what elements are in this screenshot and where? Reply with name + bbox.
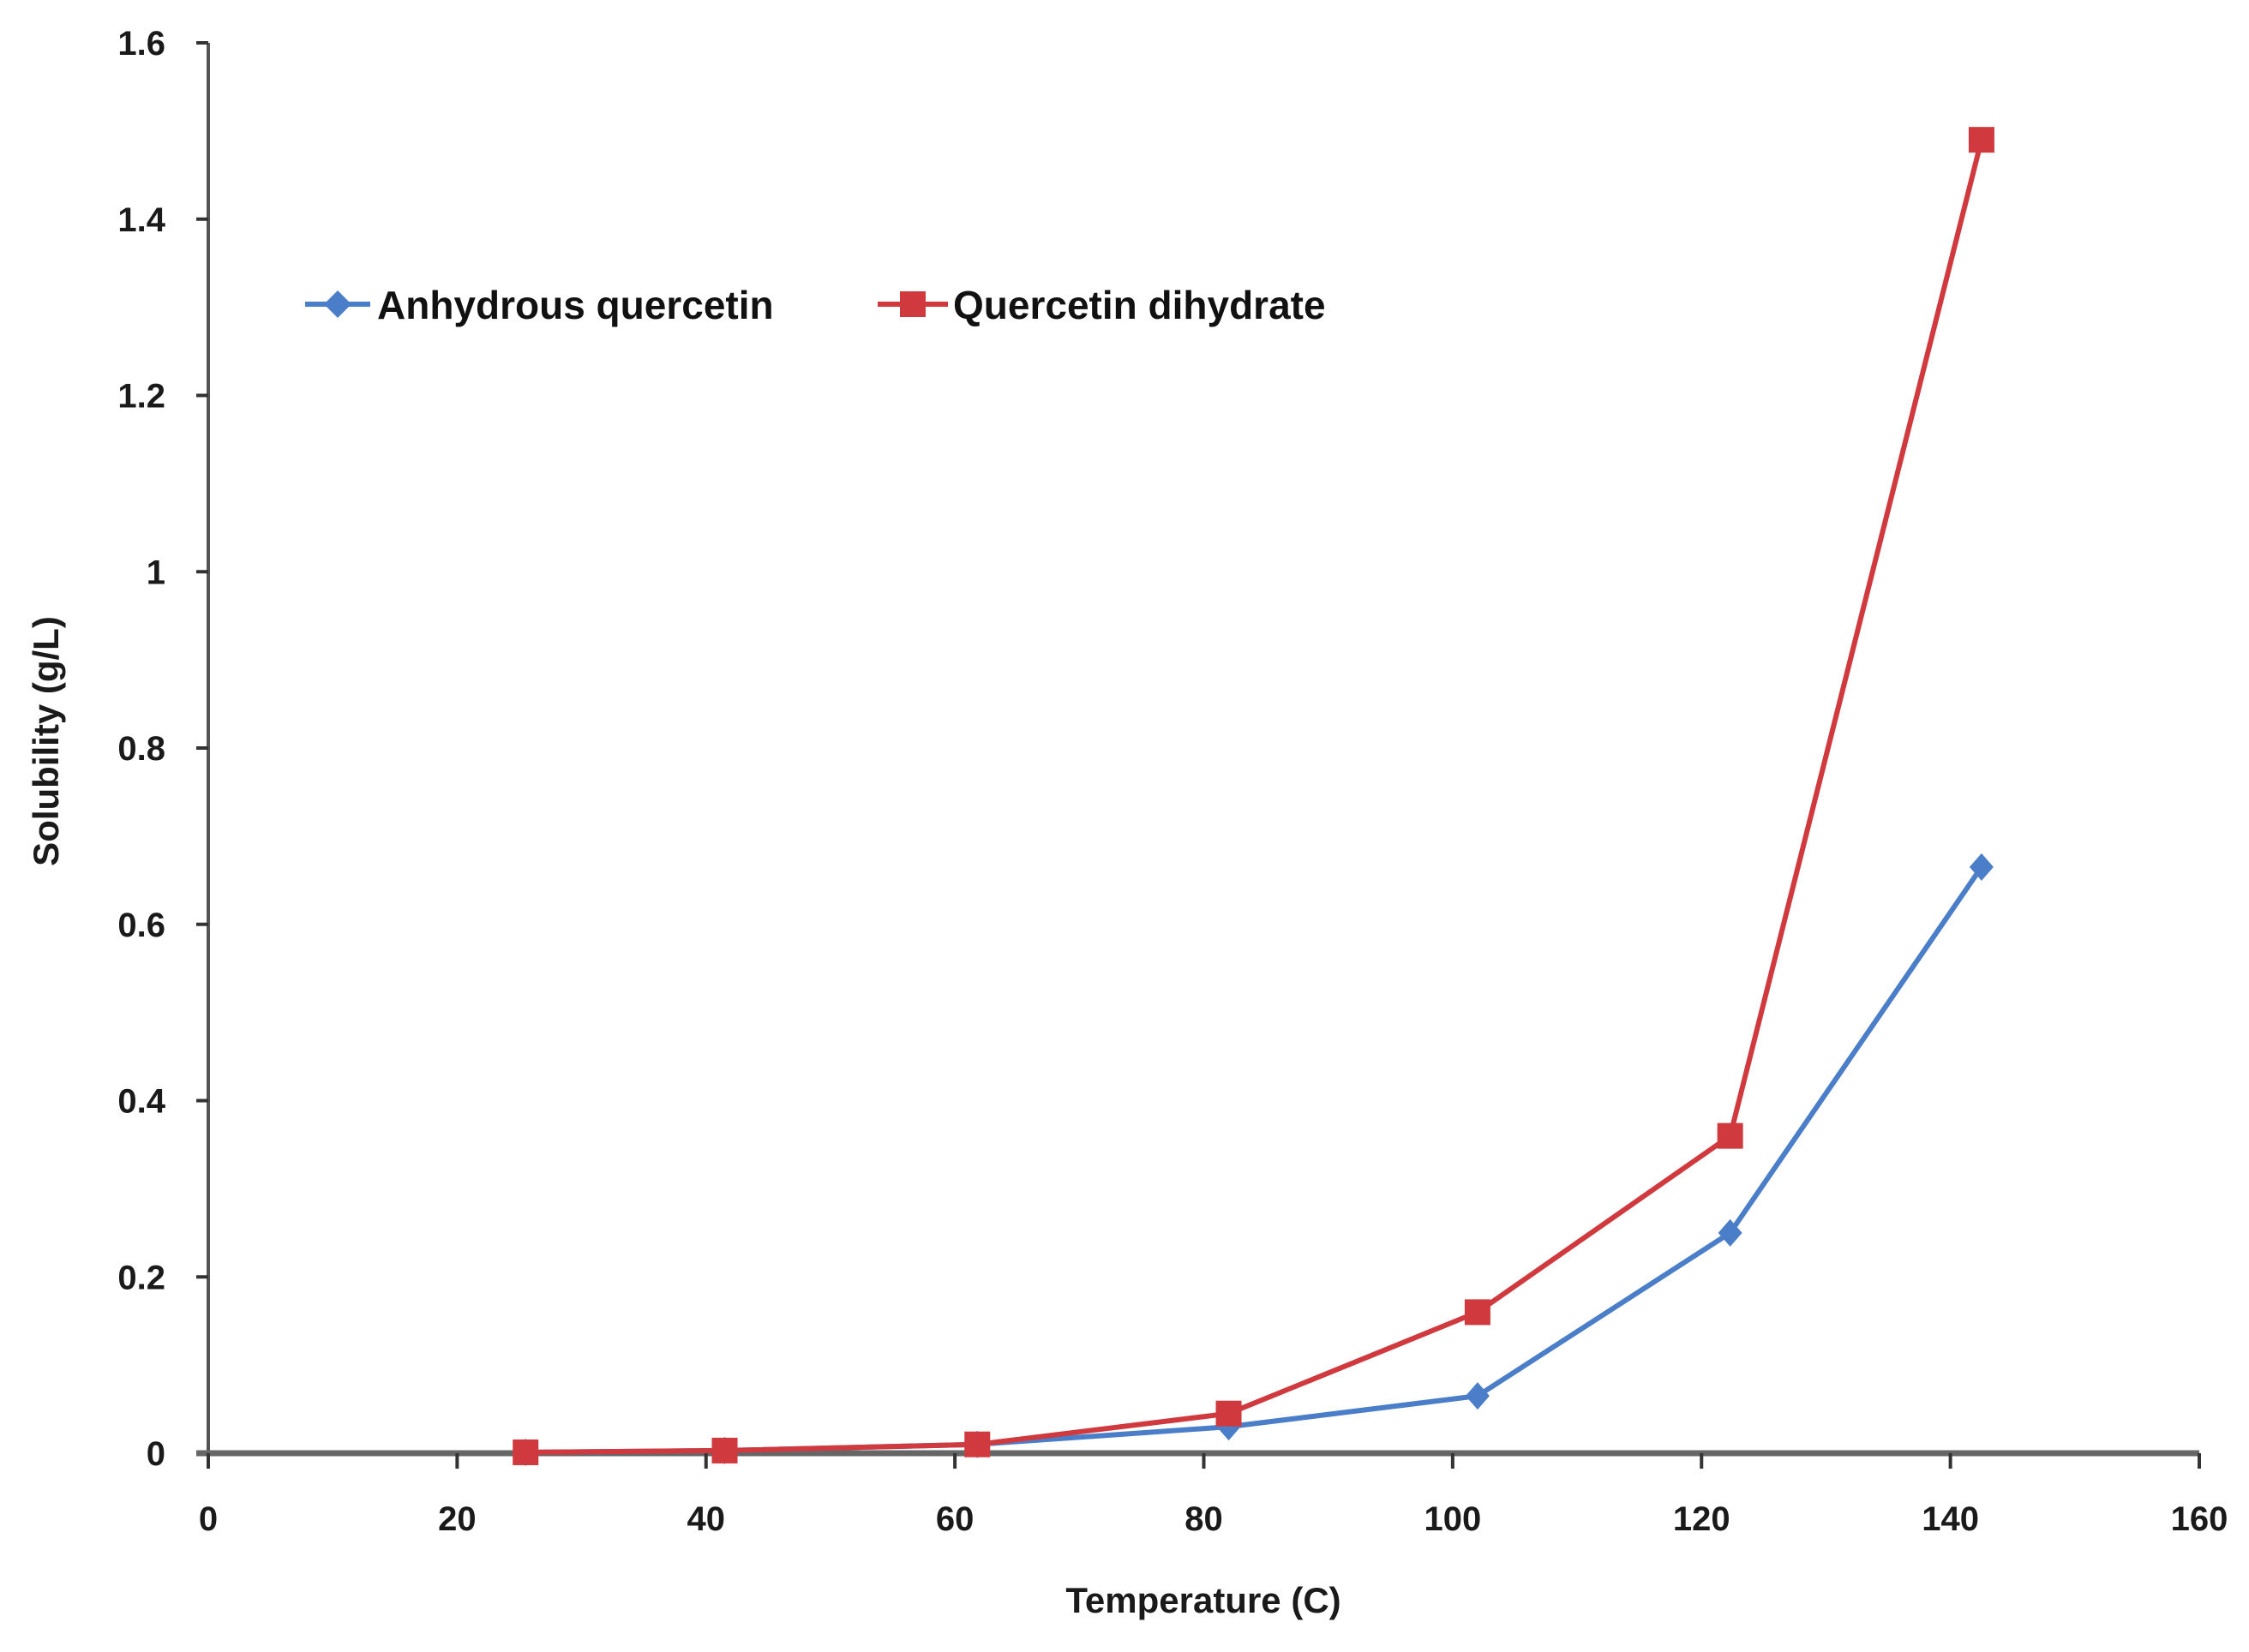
- diamond-marker-icon: [1969, 853, 1994, 881]
- y-axis: 0 0.2 0.4 0.6 0.8 1 1.2 1.4 1.6: [117, 25, 210, 1473]
- y-tick-label: 0: [147, 1435, 165, 1473]
- x-axis: 0 20 40 60 80 100 120 140 160: [196, 1450, 2228, 1538]
- y-tick-label: 1: [147, 554, 165, 591]
- y-axis-title: Solubility (g/L): [26, 616, 66, 866]
- y-tick-label: 0.8: [117, 730, 165, 768]
- y-tick-label: 1.4: [117, 201, 165, 239]
- legend: Anhydrous quercetin Quercetin dihydrate: [305, 283, 1326, 327]
- x-tick-label: 80: [1184, 1500, 1223, 1538]
- y-tick-label: 1.6: [117, 25, 165, 63]
- x-tick-label: 60: [936, 1500, 975, 1538]
- x-tick-label: 40: [687, 1500, 726, 1538]
- x-tick-label: 0: [199, 1500, 218, 1538]
- x-tick-label: 100: [1424, 1500, 1482, 1538]
- x-tick-label: 160: [2171, 1500, 2228, 1538]
- legend-label-anhydrous: Anhydrous quercetin: [377, 283, 774, 327]
- legend-item-anhydrous: Anhydrous quercetin: [305, 283, 774, 327]
- diamond-marker-icon: [324, 290, 351, 318]
- x-tick-label: 140: [1922, 1500, 1979, 1538]
- y-tick-label: 0.6: [117, 907, 165, 944]
- series-anhydrous-quercetin: [513, 853, 1994, 1466]
- plot-series: [513, 127, 1994, 1466]
- x-axis-title: Temperature (C): [1065, 1580, 1340, 1620]
- y-tick-label: 1.2: [117, 378, 165, 416]
- square-marker-icon: [900, 291, 926, 317]
- legend-item-dihydrate: Quercetin dihydrate: [878, 283, 1326, 327]
- legend-label-dihydrate: Quercetin dihydrate: [953, 283, 1326, 327]
- series-line: [525, 139, 1984, 1455]
- square-marker-icon: [1464, 1299, 1490, 1326]
- diamond-marker-icon: [1465, 1382, 1490, 1410]
- y-tick-label: 0.4: [117, 1083, 165, 1121]
- square-marker-icon: [1717, 1122, 1743, 1149]
- square-marker-icon: [964, 1431, 991, 1457]
- series-line: [525, 865, 1984, 1455]
- y-tick-label: 0.2: [117, 1259, 165, 1296]
- square-marker-icon: [1215, 1400, 1242, 1427]
- square-marker-icon: [711, 1437, 738, 1463]
- square-marker-icon: [1968, 127, 1994, 153]
- series-quercetin-dihydrate: [513, 127, 1994, 1465]
- x-tick-label: 20: [438, 1500, 477, 1538]
- x-tick-label: 120: [1673, 1500, 1730, 1538]
- square-marker-icon: [513, 1439, 539, 1465]
- diamond-marker-icon: [1718, 1218, 1742, 1247]
